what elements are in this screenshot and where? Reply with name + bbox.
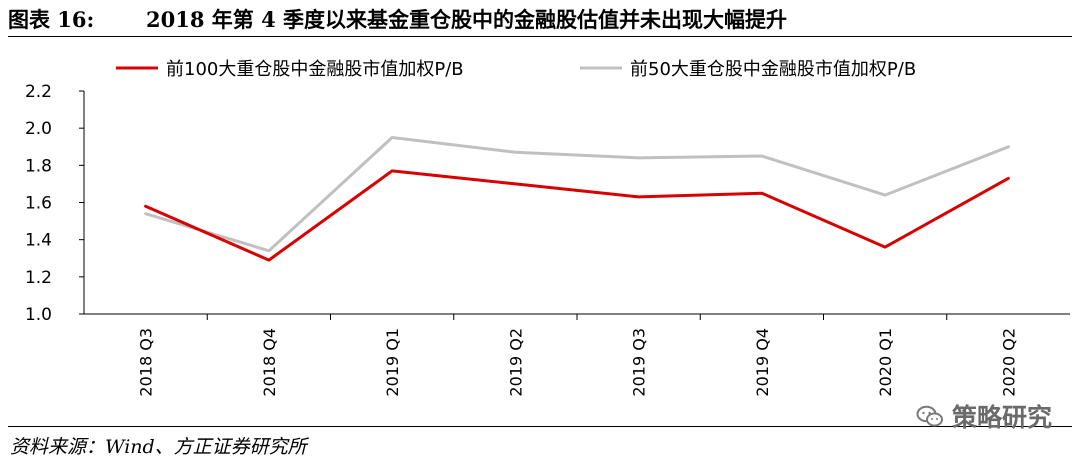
legend-label: 前50大重仓股中金融股市值加权P/B [630,59,916,80]
x-tick-label: 2020 Q1 [876,328,895,397]
source-divider [8,426,1072,427]
chart-series [144,136,1010,262]
series-line [144,136,1010,253]
y-tick-label: 1.0 [25,305,52,325]
y-tick-label: 2.0 [25,119,52,139]
y-tick-label: 1.4 [25,231,52,251]
y-tick-label: 1.8 [25,156,52,176]
wechat-icon [916,405,943,427]
y-tick-label: 1.2 [25,268,52,288]
figure-label: 图表 16: [8,7,95,32]
x-tick-label: 2019 Q2 [506,328,525,397]
y-tick-label: 1.6 [25,194,52,214]
x-tick-label: 2020 Q2 [999,328,1018,397]
chart-axes: 1.0 1.2 1.4 1.6 1.8 2.0 2.2 2018 Q3 2018 Q4 2019 … [25,82,1070,397]
chart-legend: 前100大重仓股中金融股市值加权P/B 前50大重仓股中金融股市值加权P/B [116,59,916,80]
x-tick-label: 2019 Q3 [630,328,649,397]
x-tick-label: 2019 Q1 [383,328,402,397]
figure-header: 图表 16: 2018 年第 4 季度以来基金重仓股中的金融股估值并未出现大幅提… [8,4,787,34]
figure-title: 2018 年第 4 季度以来基金重仓股中的金融股估值并未出现大幅提升 [146,7,787,32]
x-tick-label: 2018 Q4 [260,328,279,397]
title-divider [8,36,1072,37]
legend-label: 前100大重仓股中金融股市值加权P/B [166,59,464,80]
y-tick-label: 2.2 [25,82,52,102]
x-tick-label: 2019 Q4 [753,328,772,397]
series-line [144,169,1010,262]
watermark: 策略研究 [916,398,1052,434]
source-note: 资料来源：Wind、方正证券研究所 [10,436,307,458]
x-tick-label: 2018 Q3 [137,328,156,397]
watermark-text: 策略研究 [951,403,1052,432]
